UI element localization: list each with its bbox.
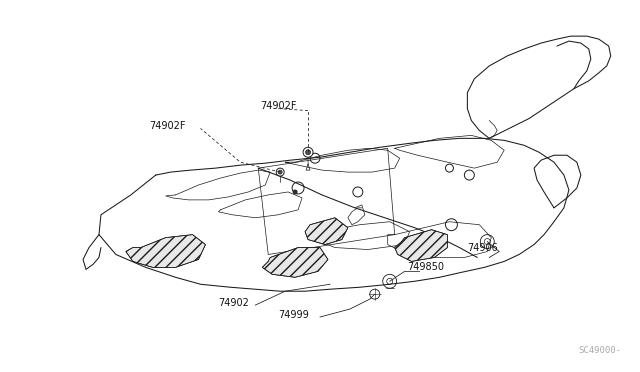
Circle shape [293, 190, 297, 194]
Text: 74902F: 74902F [148, 121, 185, 131]
Polygon shape [305, 218, 348, 244]
Polygon shape [395, 230, 447, 262]
Polygon shape [126, 235, 205, 267]
Circle shape [305, 150, 310, 155]
Text: 74999: 74999 [278, 310, 309, 320]
Circle shape [278, 170, 282, 174]
Text: 74902: 74902 [218, 298, 250, 308]
Text: 74902F: 74902F [260, 100, 297, 110]
Polygon shape [262, 247, 328, 277]
Circle shape [276, 168, 284, 176]
Text: 749850: 749850 [408, 262, 445, 272]
Text: 74906: 74906 [467, 243, 498, 253]
Text: SC49000-: SC49000- [579, 346, 622, 355]
Circle shape [303, 147, 313, 157]
